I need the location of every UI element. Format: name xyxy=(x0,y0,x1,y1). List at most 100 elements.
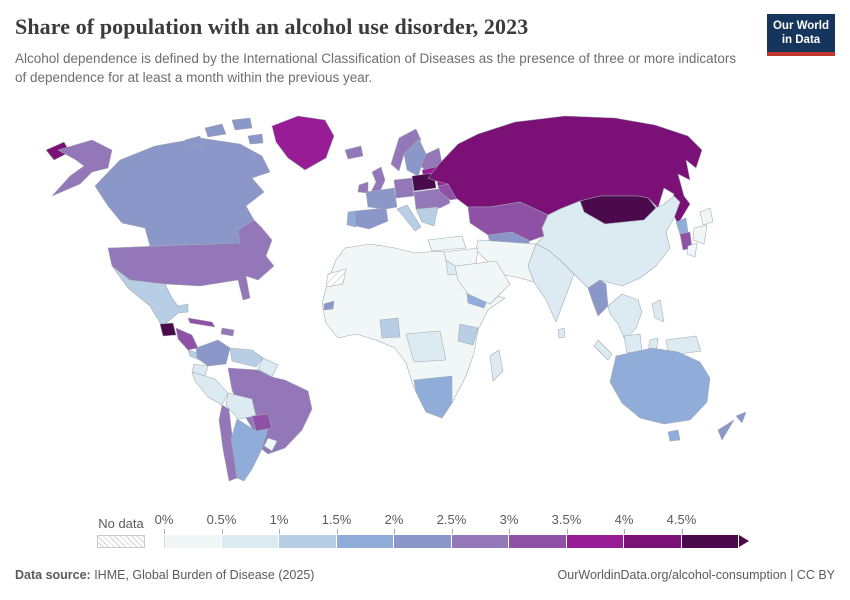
legend-no-data-label: No data xyxy=(98,516,144,531)
country-western-sahara[interactable]: Western Sahara: No data xyxy=(325,268,347,288)
legend-tick-mark xyxy=(681,529,683,534)
country-guatemala[interactable]: Guatemala: 4.5%+ xyxy=(159,322,177,337)
country-tanzania[interactable]: Tanzania: 1–1.5% xyxy=(457,323,479,346)
legend-segment[interactable] xyxy=(451,535,509,548)
legend-tick-mark xyxy=(279,529,280,534)
legend-segment[interactable] xyxy=(164,535,222,548)
country-japan-main[interactable]: Japan: 0–0.5% xyxy=(692,224,708,245)
country-paraguay[interactable]: Paraguay: 3–3.5% xyxy=(251,413,273,432)
country-iceland[interactable]: Iceland: 2.5–3% xyxy=(344,145,364,160)
country-chile[interactable]: Chile: 2.5–3% xyxy=(218,404,238,482)
country-new-zealand-north[interactable]: New Zealand: 2–2.5% xyxy=(735,411,747,424)
country-indonesia-sumatra[interactable]: Indonesia: 0.5–1% xyxy=(593,339,613,361)
country-canada-arctic-1[interactable]: Canada: 2–2.5% xyxy=(204,123,227,138)
legend-segment[interactable] xyxy=(221,535,279,548)
legend-segment[interactable] xyxy=(279,535,337,548)
country-spain[interactable]: Spain: 2–2.5% xyxy=(354,207,389,230)
country-italy[interactable]: Italy: 1–1.5% xyxy=(396,204,422,232)
legend-tick-label: 2.5% xyxy=(436,512,467,527)
data-source-label: Data source: xyxy=(15,568,91,582)
world-map: Russia: 4–4.5% United States: 2.5–3% Can… xyxy=(0,108,850,508)
legend-tick-label: 2% xyxy=(384,512,404,527)
country-greenland[interactable]: Greenland: 3.5–4% xyxy=(271,115,335,171)
country-argentina[interactable]: Argentina: 1.5–2% xyxy=(230,418,269,482)
country-japan-north[interactable]: Japan: 0–0.5% xyxy=(699,207,714,226)
legend-tick-labels: 0% 0.5% 1% 1.5% 2% 2.5% 3% 3.5% 4% 4.5% xyxy=(155,512,756,534)
country-papua-new-guinea[interactable]: Papua New Guinea: 0.5–1% xyxy=(665,335,702,355)
country-bolivia[interactable]: Bolivia: 0.5–1% xyxy=(225,392,257,420)
chart-footer: Data source: IHME, Global Burden of Dise… xyxy=(15,568,835,582)
country-india[interactable]: India: 0.5–1% xyxy=(527,243,575,323)
legend-tick-label: 4.5% xyxy=(666,512,697,527)
country-hispaniola[interactable]: Hispaniola: 2.5–3% xyxy=(220,327,235,337)
legend-segment[interactable] xyxy=(509,535,567,548)
country-mexico[interactable]: Mexico: 1–1.5% xyxy=(111,265,189,327)
country-canada-arctic-4[interactable]: Canada: 2–2.5% xyxy=(247,133,264,145)
country-venezuela[interactable]: Venezuela: 1–1.5% xyxy=(229,347,264,368)
country-ireland[interactable]: Ireland: 2.5–3% xyxy=(357,181,369,194)
country-arabia[interactable]: Arabian Peninsula: 0–0.5% xyxy=(454,260,511,305)
legend-tick-mark xyxy=(221,529,223,534)
country-uruguay[interactable]: Uruguay: 0–0.5% xyxy=(263,437,278,452)
country-japan-south[interactable]: Japan: 0–0.5% xyxy=(686,242,698,258)
country-turkey[interactable]: Turkey: 0–0.5% xyxy=(427,235,467,252)
legend-segment[interactable] xyxy=(394,535,452,548)
legend-tick-label: 1% xyxy=(269,512,289,527)
country-southern-africa[interactable]: Southern Africa: 1.5–2% xyxy=(413,375,453,419)
country-philippines[interactable]: Philippines: 0.5–1% xyxy=(651,299,665,323)
country-senegal[interactable]: Senegal: 2–2.5% xyxy=(323,300,335,311)
owid-logo-line1: Our World xyxy=(772,20,829,32)
legend-no-data-swatch xyxy=(97,535,145,548)
country-cuba[interactable]: Cuba: 3–3.5% xyxy=(187,317,216,328)
chart-header: Share of population with an alcohol use … xyxy=(15,14,835,87)
country-canada-arctic-3[interactable]: Canada: 2–2.5% xyxy=(184,135,203,148)
country-germany[interactable]: Germany: 2.5–3% xyxy=(393,177,415,199)
legend-color-bar: 0% 0.5% 1% 1.5% 2% 2.5% 3% 3.5% 4% 4.5% xyxy=(155,512,756,548)
country-honduras-nicaragua[interactable]: Honduras / Nicaragua: 3–3.5% xyxy=(175,327,199,351)
owid-url-link[interactable]: OurWorldinData.org/alcohol-consumption |… xyxy=(557,568,835,582)
country-france[interactable]: France: 2–2.5% xyxy=(365,187,398,210)
country-drc[interactable]: Central Africa (DRC): 0.5–1% xyxy=(405,330,447,363)
legend-tick-label: 0% xyxy=(154,512,174,527)
legend-tick-mark xyxy=(336,529,338,534)
country-new-zealand-south[interactable]: New Zealand: 2–2.5% xyxy=(717,419,735,441)
legend-segment[interactable] xyxy=(336,535,394,548)
data-source-note: Data source: IHME, Global Burden of Dise… xyxy=(15,568,314,582)
chart-subtitle: Alcohol dependence is defined by the Int… xyxy=(15,51,737,86)
country-alaska[interactable]: United States: 2.5–3% xyxy=(51,139,113,197)
legend-tick-label: 4% xyxy=(614,512,634,527)
legend-tick-mark xyxy=(624,529,625,534)
legend-tick-mark xyxy=(394,529,395,534)
country-norway[interactable]: Norway: 2.5–3% xyxy=(390,128,422,172)
owid-logo[interactable]: Our World in Data xyxy=(767,14,835,56)
country-madagascar[interactable]: Madagascar: 0.5–1% xyxy=(489,349,504,382)
legend-tick-label: 1.5% xyxy=(321,512,352,527)
country-nigeria[interactable]: Nigeria: 1–1.5% xyxy=(379,317,401,339)
legend-segments xyxy=(164,535,749,548)
country-tasmania[interactable]: Australia: 1.5–2% xyxy=(667,429,681,442)
country-portugal[interactable]: Portugal: 1.5–2% xyxy=(346,210,357,228)
data-source-text: IHME, Global Burden of Disease (2025) xyxy=(90,568,315,582)
country-se-asia[interactable]: Thailand / Indochina: 0.5–1% xyxy=(607,293,643,341)
legend-tick-mark xyxy=(509,529,510,534)
legend-segment[interactable] xyxy=(624,535,682,548)
owid-logo-accent-bar xyxy=(767,51,835,56)
country-peru[interactable]: Peru: 0.5–1% xyxy=(191,371,229,406)
owid-logo-line2: in Data xyxy=(781,34,821,47)
country-australia[interactable]: Australia: 1.5–2% xyxy=(609,347,711,425)
legend-tick-label: 3% xyxy=(499,512,519,527)
legend-segment[interactable] xyxy=(566,535,624,548)
legend-no-data[interactable]: No data xyxy=(97,516,145,548)
country-balkans-greece[interactable]: Balkans / Greece: 1–1.5% xyxy=(415,206,439,227)
legend-tick-mark xyxy=(164,529,165,534)
legend-tick-mark xyxy=(566,529,568,534)
country-colombia[interactable]: Colombia: 2–2.5% xyxy=(195,339,231,367)
legend-segment[interactable] xyxy=(681,535,739,548)
country-sri-lanka[interactable]: Sri Lanka: 0.5–1% xyxy=(557,327,566,339)
country-canada-arctic-2[interactable]: Canada: 2–2.5% xyxy=(231,117,253,131)
country-north-korea[interactable]: North Korea: 1.5–2% xyxy=(675,217,689,235)
legend-tick-mark xyxy=(451,529,453,534)
legend-arrow xyxy=(739,535,749,547)
country-indonesia-borneo[interactable]: Indonesia: 0.5–1% xyxy=(623,333,643,354)
